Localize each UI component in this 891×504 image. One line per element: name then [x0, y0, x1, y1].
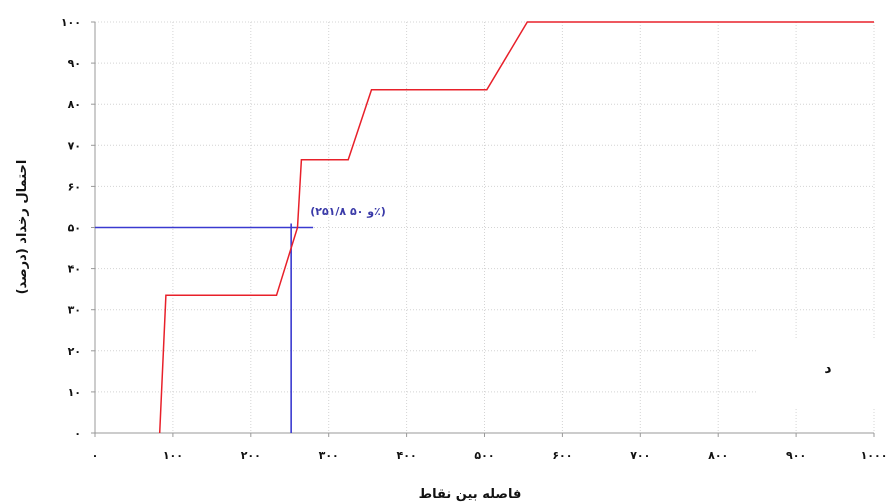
y-tick-labels: ۰ ۱۰ ۲۰ ۳۰ ۴۰ ۵۰ ۶۰ ۷۰ ۸۰ ۹۰ ۱۰۰ — [61, 16, 81, 440]
x-tick-label: ۳۰۰ — [319, 449, 339, 462]
x-tick-labels: ۰ ۱۰۰ ۲۰۰ ۳۰۰ ۴۰۰ ۵۰۰ ۶۰۰ ۷۰۰ ۸۰۰ ۹۰۰ ۱۰۰۰ — [92, 449, 888, 462]
y-tick-label: ۲۰ — [68, 345, 81, 358]
x-tick-label: ۱۰۰ — [163, 449, 183, 462]
x-tick-label: ۶۰۰ — [552, 449, 572, 462]
x-tick-label: ۴۰۰ — [397, 449, 417, 462]
y-tick-label: ۷۰ — [68, 139, 81, 152]
x-tick-label: ۲۰۰ — [241, 449, 261, 462]
y-tick-label: ۳۰ — [68, 304, 81, 317]
y-tick-label: ۶۰ — [68, 180, 81, 193]
panel-label: د — [824, 361, 831, 377]
x-tick-label: ۱۰۰۰ — [861, 449, 888, 462]
series-line — [158, 21, 874, 434]
x-tick-label: ۵۰۰ — [474, 449, 494, 462]
data-lines — [95, 21, 874, 434]
grid — [94, 21, 875, 434]
y-tick-label: ۸۰ — [68, 98, 81, 111]
x-tick-label: ۸۰۰ — [708, 449, 728, 462]
y-tick-label: ۴۰ — [68, 263, 81, 276]
x-axis-title: فاصله بین نقاط — [419, 487, 522, 502]
x-tick-label: ۹۰۰ — [786, 449, 806, 462]
panel-label-box — [757, 338, 891, 408]
x-tick-label: ۷۰۰ — [630, 449, 650, 462]
y-tick-label: ۰ — [74, 427, 81, 440]
axes — [91, 21, 875, 437]
reference-point-label: (۲۵۱/۸ و ۵۰٪) — [310, 205, 386, 218]
y-tick-label: ۱۰۰ — [61, 16, 81, 29]
y-tick-label: ۱۰ — [68, 386, 81, 399]
y-tick-label: ۵۰ — [68, 222, 81, 235]
x-tick-label: ۰ — [92, 449, 99, 462]
y-axis-title: احتمال رخداد (درصد) — [15, 160, 30, 295]
y-tick-label: ۹۰ — [68, 57, 81, 70]
